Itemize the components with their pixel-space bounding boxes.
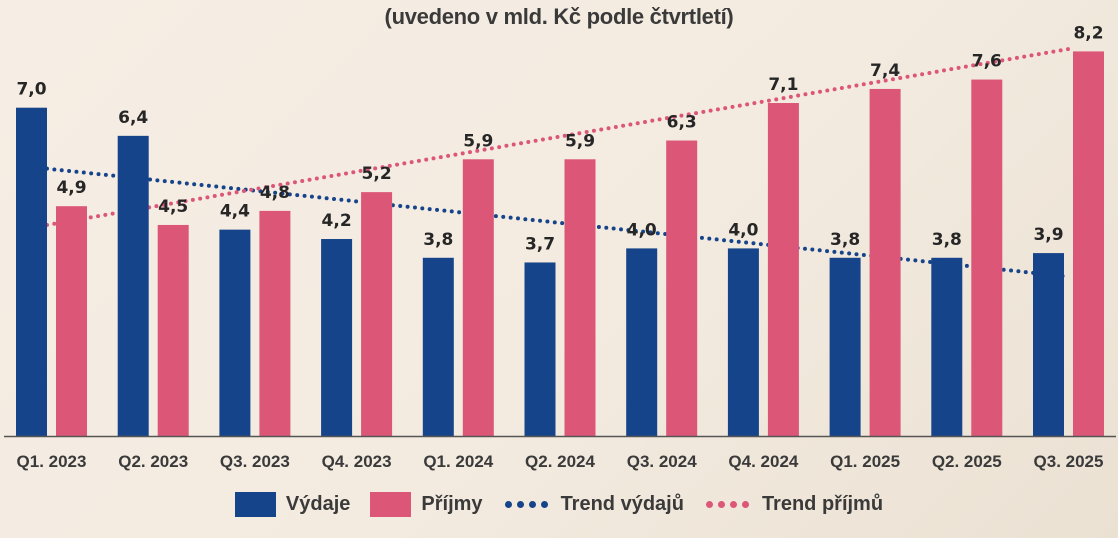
legend: Výdaje Příjmy Trend výdajů Trend příjmů (0, 492, 1118, 517)
value-label-prijmy-10: 8,2 (1073, 23, 1103, 43)
x-tick-label-3: Q4. 2023 (322, 452, 392, 471)
bar-prijmy-5 (564, 159, 596, 437)
bar-vydaje-9 (931, 257, 963, 436)
value-label-vydaje-6: 4,0 (627, 220, 657, 240)
value-label-vydaje-10: 3,9 (1033, 225, 1063, 245)
bar-prijmy-2 (259, 210, 291, 436)
value-label-vydaje-2: 4,4 (220, 202, 250, 222)
legend-dots-trend-prijmu (704, 501, 752, 508)
value-label-prijmy-9: 7,6 (972, 52, 1002, 72)
bar-vydaje-7 (727, 248, 759, 436)
legend-item-trend-vydaju: Trend výdajů (503, 493, 684, 516)
x-tick-label-2: Q3. 2023 (220, 452, 290, 471)
bar-prijmy-9 (971, 79, 1003, 436)
x-tick-label-8: Q1. 2025 (830, 452, 900, 471)
value-label-vydaje-9: 3,8 (932, 230, 962, 250)
bar-vydaje-0 (16, 107, 47, 436)
bar-prijmy-1 (157, 224, 189, 436)
value-label-prijmy-0: 4,9 (56, 178, 86, 198)
x-tick-label-4: Q1. 2024 (423, 452, 493, 471)
bar-vydaje-10 (1033, 253, 1064, 436)
bar-prijmy-7 (767, 103, 799, 436)
legend-label-trend-prijmu: Trend příjmů (761, 493, 884, 515)
value-label-vydaje-3: 4,2 (322, 211, 352, 231)
legend-label-prijmy: Příjmy (421, 493, 483, 515)
legend-swatch-vydaje (234, 492, 276, 517)
bar-prijmy-0 (56, 206, 87, 436)
value-label-vydaje-1: 6,4 (118, 108, 148, 128)
bar-vydaje-1 (117, 135, 149, 436)
value-label-vydaje-7: 4,0 (728, 220, 758, 240)
bar-prijmy-3 (361, 192, 393, 436)
x-axis: Q1. 2023 Q2. 2023 Q3. 2023 Q4. 2023 Q1. 2024… (4, 435, 1116, 471)
bar-prijmy-10 (1073, 51, 1104, 437)
value-label-prijmy-5: 5,9 (565, 131, 595, 151)
trend-line-prijmu (45, 47, 1070, 227)
bar-prijmy-4 (462, 159, 494, 437)
bar-vydaje-4 (422, 257, 454, 436)
value-label-vydaje-8: 3,8 (830, 230, 860, 250)
value-label-vydaje-5: 3,7 (525, 234, 555, 254)
bars (16, 51, 1104, 437)
bar-vydaje-8 (829, 257, 861, 436)
legend-item-vydaje: Výdaje (234, 492, 351, 517)
value-label-prijmy-2: 4,8 (260, 183, 290, 203)
trend-lines (45, 47, 1070, 279)
bar-vydaje-3 (321, 239, 353, 436)
x-tick-label-7: Q4. 2024 (728, 452, 798, 471)
x-tick-label-10: Q3. 2025 (1034, 452, 1104, 471)
x-tick-label-6: Q3. 2024 (627, 452, 697, 471)
x-tick-label-0: Q1. 2023 (17, 452, 87, 471)
value-label-vydaje-0: 7,0 (16, 80, 46, 100)
bar-prijmy-6 (666, 140, 698, 436)
legend-swatch-prijmy (370, 492, 412, 517)
legend-item-prijmy: Příjmy (370, 492, 483, 517)
legend-label-vydaje: Výdaje (285, 493, 351, 515)
bar-vydaje-5 (524, 262, 556, 436)
legend-dots-trend-vydaju (503, 501, 551, 508)
value-label-prijmy-6: 6,3 (667, 113, 697, 133)
value-labels: 7,0 6,4 4,4 4,2 3,8 3,7 4,0 4,0 3,8 3,8 3,9 4,9 4,5 4… (16, 23, 1103, 254)
value-label-prijmy-7: 7,1 (768, 75, 798, 95)
legend-label-trend-vydaju: Trend výdajů (560, 493, 684, 515)
value-label-prijmy-3: 5,2 (362, 164, 392, 184)
x-tick-label-5: Q2. 2024 (525, 452, 595, 471)
value-label-vydaje-4: 3,8 (423, 230, 453, 250)
trend-line-vydaju (45, 166, 1070, 279)
bar-vydaje-6 (626, 248, 658, 436)
x-tick-label-9: Q2. 2025 (932, 452, 1002, 471)
chart-subtitle: (uvedeno v mld. Kč podle čtvrtletí) (384, 4, 734, 29)
legend-item-trend-prijmu: Trend příjmů (704, 493, 883, 516)
value-label-prijmy-4: 5,9 (463, 131, 493, 151)
bar-chart: 7,0 6,4 4,4 4,2 3,8 3,7 4,0 4,0 3,8 3,8 3,9 4,9 4,5 4… (4, 23, 1116, 471)
bar-vydaje-2 (219, 229, 251, 436)
value-label-prijmy-8: 7,4 (870, 61, 900, 81)
bar-prijmy-8 (869, 88, 901, 436)
x-tick-label-1: Q2. 2023 (118, 452, 188, 471)
value-label-prijmy-1: 4,5 (158, 197, 188, 217)
